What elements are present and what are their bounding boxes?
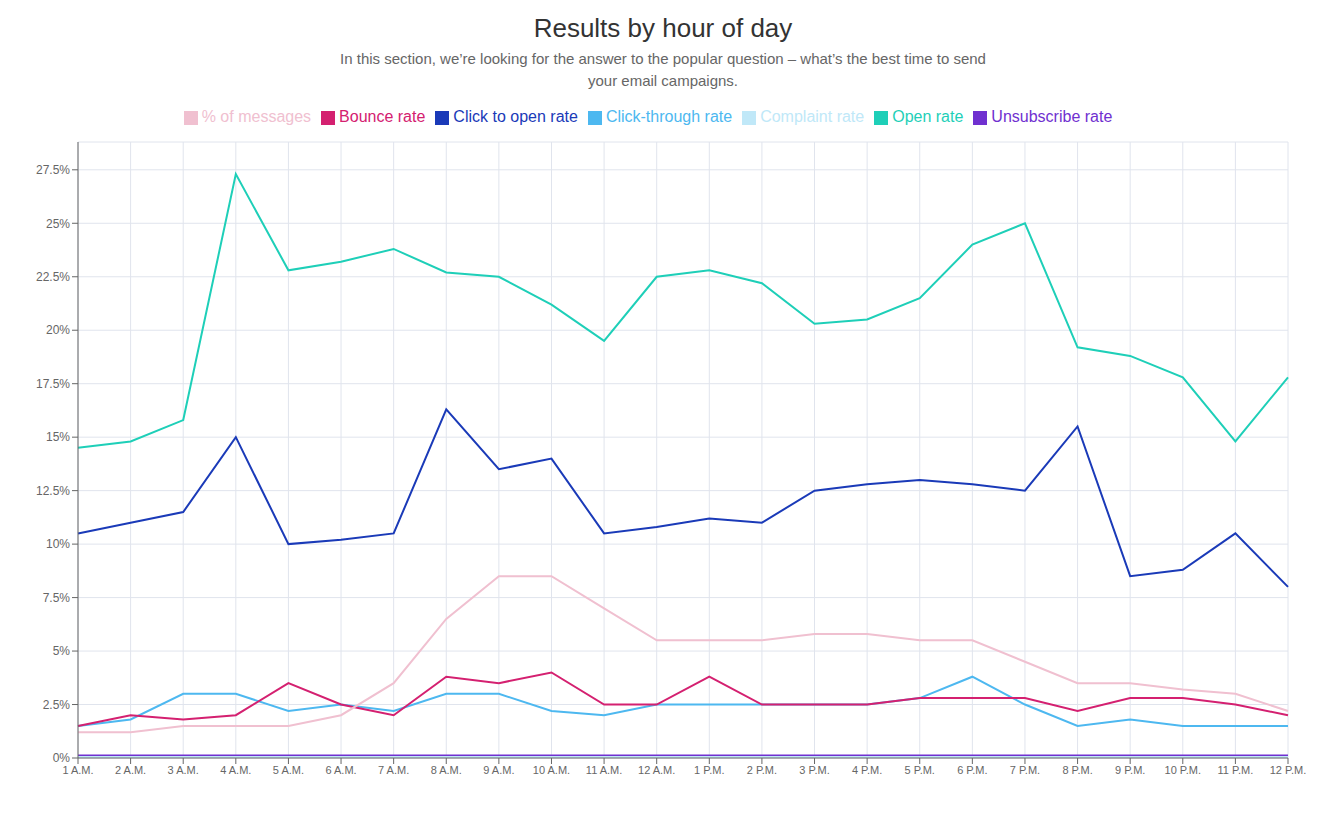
html-text:Click-through rate: Click-through rate (605, 108, 733, 125)
svg-text:3 P.M.: 3 P.M. (799, 764, 829, 776)
svg-text:0%: 0% (53, 751, 71, 765)
svg-text:20%: 20% (46, 323, 70, 337)
svg-text:10 A.M.: 10 A.M. (533, 764, 570, 776)
html-text:Unsubscribe rate: Unsubscribe rate (991, 108, 1113, 125)
svg-text:4 P.M.: 4 P.M. (852, 764, 882, 776)
svg-text:6 A.M.: 6 A.M. (325, 764, 356, 776)
svg-text:10%: 10% (46, 537, 70, 551)
html-text:Bounce rate: Bounce rate (339, 108, 426, 125)
svg-text:5 P.M.: 5 P.M. (905, 764, 935, 776)
svg-text:22.5%: 22.5% (36, 270, 70, 284)
svg-text:2 P.M.: 2 P.M. (747, 764, 777, 776)
svg-text:9 P.M.: 9 P.M. (1115, 764, 1145, 776)
svg-text:1 P.M.: 1 P.M. (694, 764, 724, 776)
svg-text:12.5%: 12.5% (36, 484, 70, 498)
html-text:Click to open rate: Click to open rate (453, 108, 578, 125)
html-text:In this section, we’re looking: In this section, we’re looking for the a… (340, 50, 986, 89)
svg-text:2.5%: 2.5% (43, 698, 71, 712)
svg-text:17.5%: 17.5% (36, 377, 70, 391)
html-text:% of messages: % of messages (201, 108, 312, 125)
svg-text:8 P.M.: 8 P.M. (1062, 764, 1092, 776)
svg-text:11 P.M.: 11 P.M. (1218, 764, 1254, 776)
svg-text:25%: 25% (46, 217, 70, 231)
svg-text:7.5%: 7.5% (43, 591, 71, 605)
svg-text:12 P.M.: 12 P.M. (1270, 764, 1307, 776)
svg-text:11 A.M.: 11 A.M. (586, 764, 622, 776)
svg-text:8 A.M.: 8 A.M. (431, 764, 462, 776)
svg-text:5 A.M.: 5 A.M. (273, 764, 304, 776)
svg-text:9 A.M.: 9 A.M. (483, 764, 514, 776)
svg-text:10 P.M.: 10 P.M. (1165, 764, 1202, 776)
svg-text:6 P.M.: 6 P.M. (957, 764, 987, 776)
svg-text:15%: 15% (46, 430, 70, 444)
html-text:Results by hour of day: Results by hour of day (533, 13, 793, 43)
svg-text:3 A.M.: 3 A.M. (168, 764, 199, 776)
svg-text:7 A.M.: 7 A.M. (378, 764, 409, 776)
svg-text:1 A.M.: 1 A.M. (62, 764, 93, 776)
svg-text:7 P.M.: 7 P.M. (1010, 764, 1040, 776)
svg-text:27.5%: 27.5% (36, 163, 70, 177)
html-text:Open rate: Open rate (892, 108, 964, 125)
svg-text:2 A.M.: 2 A.M. (115, 764, 146, 776)
svg-text:4 A.M.: 4 A.M. (220, 764, 251, 776)
svg-text:12 A.M.: 12 A.M. (638, 764, 675, 776)
html-text:Complaint rate: Complaint rate (760, 108, 865, 125)
svg-text:5%: 5% (53, 644, 71, 658)
